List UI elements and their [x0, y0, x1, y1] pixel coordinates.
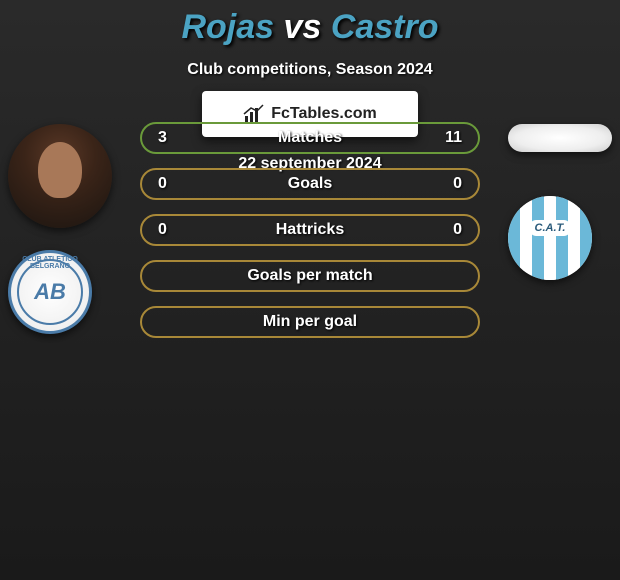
player2-avatar: [508, 124, 612, 152]
stat-value-left: 3: [158, 129, 182, 147]
player2-name: Castro: [331, 8, 439, 46]
stat-label: Hattricks: [182, 221, 438, 239]
player1-club-ring-text: CLUB ATLETICO BELGRANO: [11, 256, 89, 270]
stat-label: Goals: [182, 175, 438, 193]
stat-value-right: 11: [438, 129, 462, 147]
stat-value-right: 0: [438, 175, 462, 193]
player1-avatar: [8, 124, 112, 228]
stat-row: 3Matches11: [140, 122, 480, 154]
stats-table: 3Matches110Goals00Hattricks0Goals per ma…: [140, 122, 480, 352]
player1-club-badge: CLUB ATLETICO BELGRANO: [8, 250, 92, 334]
stat-row: Goals per match: [140, 260, 480, 292]
stat-row: 0Hattricks0: [140, 214, 480, 246]
player2-club-badge: [508, 196, 592, 280]
stat-label: Matches: [182, 129, 438, 147]
player1-column: CLUB ATLETICO BELGRANO: [8, 124, 112, 334]
chart-icon: [243, 104, 265, 124]
stat-label: Goals per match: [182, 267, 438, 285]
stat-value-right: 0: [438, 221, 462, 239]
brand-text: FcTables.com: [271, 105, 377, 123]
comparison-title: Rojas vs Castro: [0, 0, 620, 47]
stat-value-left: 0: [158, 175, 182, 193]
stat-label: Min per goal: [182, 313, 438, 331]
player2-column: [508, 124, 612, 280]
stat-value-left: 0: [158, 221, 182, 239]
subtitle: Club competitions, Season 2024: [0, 61, 620, 79]
stat-row: 0Goals0: [140, 168, 480, 200]
vs-text: vs: [284, 8, 322, 46]
player1-name: Rojas: [181, 8, 274, 46]
stat-row: Min per goal: [140, 306, 480, 338]
